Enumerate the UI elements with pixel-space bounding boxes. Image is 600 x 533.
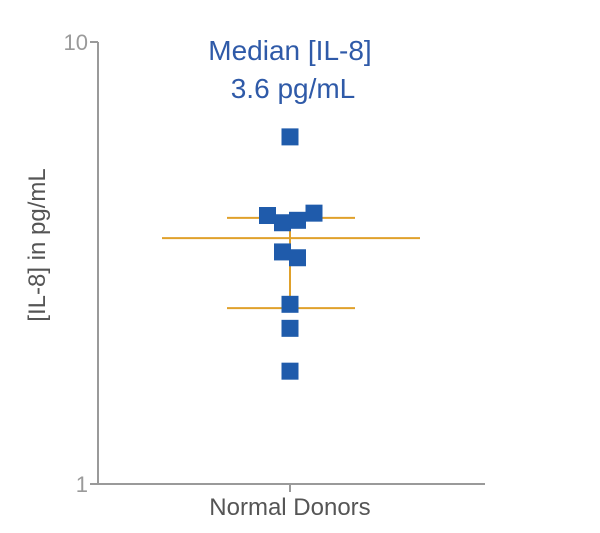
data-point — [281, 295, 299, 313]
y-axis-title: [IL-8] in pg/mL — [24, 168, 51, 321]
data-point — [274, 214, 291, 232]
x-category-label: Normal Donors — [209, 494, 370, 521]
data-point — [281, 362, 299, 380]
y-tick-label: 10 — [64, 30, 88, 55]
median-annotation-line1: Median [IL-8] — [208, 35, 371, 66]
data-point — [281, 128, 299, 146]
data-point — [281, 319, 299, 337]
chart-marks: 1 10 — [64, 30, 420, 497]
data-point — [289, 249, 306, 267]
y-tick-label: 1 — [76, 472, 88, 497]
data-point — [274, 243, 291, 261]
data-point — [289, 211, 306, 229]
median-annotation-line2: 3.6 pg/mL — [231, 73, 356, 104]
data-point — [259, 207, 276, 225]
data-point — [305, 204, 323, 222]
